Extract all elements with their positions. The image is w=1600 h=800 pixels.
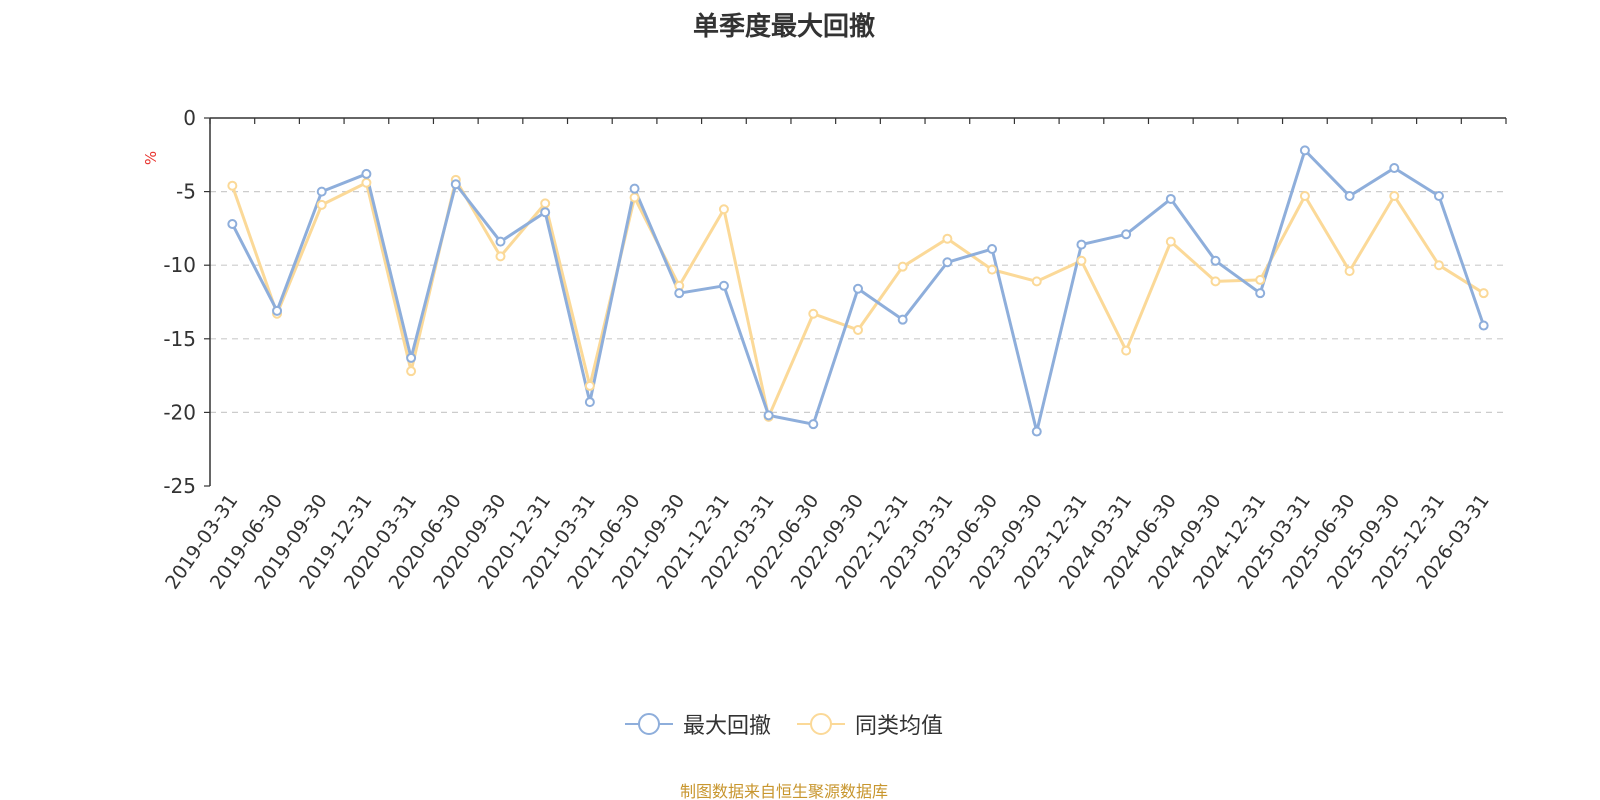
data-point-0 [1255, 288, 1266, 299]
source-note: 制图数据来自恒生聚源数据库 [679, 782, 888, 800]
data-point-1 [1165, 236, 1176, 247]
y-tick-label: -5 [176, 180, 196, 204]
data-point-0 [406, 352, 417, 363]
data-point-1 [1210, 276, 1221, 287]
data-point-0 [1031, 426, 1042, 437]
data-point-0 [361, 168, 372, 179]
series-line-1 [230, 178, 1485, 419]
data-point-0 [1165, 193, 1176, 204]
data-point-1 [1255, 274, 1266, 285]
data-point-0 [227, 218, 238, 229]
data-point-1 [718, 204, 729, 215]
data-point-1 [361, 177, 372, 188]
data-point-0 [584, 397, 595, 408]
data-point-0 [853, 283, 863, 294]
data-point-0 [1210, 255, 1221, 266]
data-point-0 [718, 280, 729, 291]
data-point-1 [1121, 345, 1132, 356]
data-point-0 [897, 314, 908, 325]
y-tick-label: -20 [163, 400, 196, 424]
data-point-0 [1389, 163, 1400, 174]
data-point-1 [406, 366, 417, 377]
legend-label-drawdown: 最大回撤 [682, 714, 771, 739]
y-tick-label: -15 [163, 327, 196, 351]
legend-swatch-peer-average [797, 713, 845, 735]
data-point-1 [808, 308, 819, 319]
data-point-1 [1299, 191, 1310, 202]
data-point-1 [897, 261, 908, 272]
y-axis-unit-label: % [142, 151, 160, 165]
data-point-0 [1344, 191, 1355, 202]
data-point-1 [1433, 260, 1444, 271]
legend-item-drawdown[interactable]: 最大回撤 [624, 708, 771, 740]
data-point-0 [495, 236, 506, 247]
y-tick-label: 0 [183, 106, 196, 130]
data-point-0 [674, 288, 685, 299]
data-point-0 [272, 305, 283, 316]
data-point-1 [227, 180, 238, 191]
legend-label-peer-average: 同类均值 [855, 714, 944, 739]
data-point-0 [1433, 191, 1444, 202]
data-point-1 [1031, 276, 1042, 287]
data-point-0 [808, 419, 819, 430]
data-point-1 [1478, 288, 1489, 299]
chart-title: 单季度最大回撤 [692, 12, 875, 42]
data-point-0 [987, 244, 998, 255]
legend-item-peer-average[interactable]: 同类均值 [797, 708, 943, 740]
data-point-0 [763, 410, 774, 421]
data-point-1 [853, 324, 863, 335]
data-point-1 [495, 251, 506, 262]
data-point-0 [450, 179, 461, 190]
data-point-0 [1121, 229, 1132, 240]
data-point-0 [629, 183, 640, 194]
data-point-1 [316, 199, 327, 210]
data-point-1 [1389, 191, 1400, 202]
data-point-1 [629, 192, 640, 203]
legend-swatch-drawdown [624, 713, 673, 735]
data-point-0 [942, 257, 953, 268]
data-point-1 [987, 264, 998, 275]
y-tick-label: -25 [163, 474, 196, 498]
data-point-0 [1299, 145, 1310, 156]
data-point-1 [1076, 255, 1087, 266]
data-point-0 [1076, 239, 1087, 250]
data-point-1 [1344, 266, 1355, 277]
data-point-1 [584, 380, 595, 391]
data-point-0 [1478, 320, 1489, 331]
data-point-0 [540, 207, 551, 218]
data-point-1 [540, 198, 551, 209]
data-point-0 [316, 186, 327, 197]
y-tick-label: -10 [163, 253, 196, 277]
data-point-1 [942, 233, 953, 244]
legend: 最大回撤 同类均值 [0, 708, 1568, 740]
